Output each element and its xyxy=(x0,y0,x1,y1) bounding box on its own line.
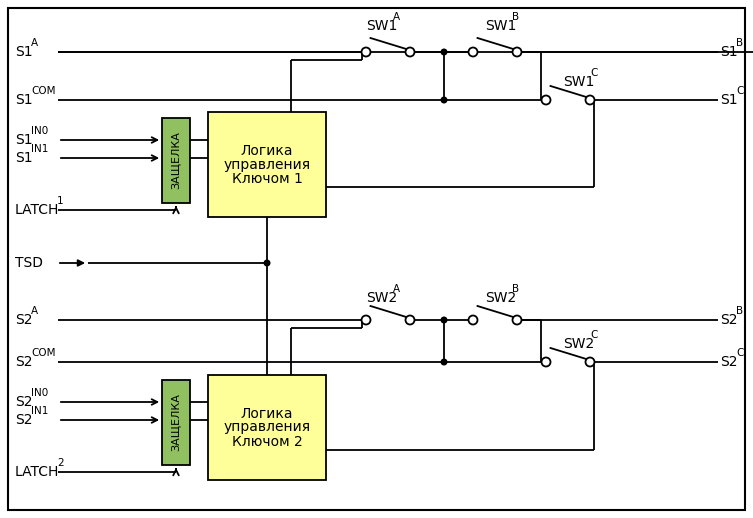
Text: S1: S1 xyxy=(15,151,32,165)
Text: ЗАЩЕЛКА: ЗАЩЕЛКА xyxy=(171,394,181,452)
Text: Ключом 1: Ключом 1 xyxy=(232,171,303,185)
Text: SW2: SW2 xyxy=(563,337,594,351)
Text: C: C xyxy=(590,330,597,340)
Text: A: A xyxy=(31,306,38,316)
Text: SW1: SW1 xyxy=(563,75,594,89)
Circle shape xyxy=(513,315,522,324)
Text: S1: S1 xyxy=(15,93,32,107)
Text: SW2: SW2 xyxy=(485,291,517,305)
Text: COM: COM xyxy=(31,86,56,96)
Text: S2: S2 xyxy=(15,395,32,409)
Circle shape xyxy=(586,357,595,367)
Text: C: C xyxy=(736,348,743,358)
Text: SW2: SW2 xyxy=(366,291,398,305)
Circle shape xyxy=(441,358,447,366)
Circle shape xyxy=(361,315,370,324)
Text: S1: S1 xyxy=(720,45,738,59)
FancyBboxPatch shape xyxy=(208,112,326,217)
Text: IN0: IN0 xyxy=(31,388,48,398)
Circle shape xyxy=(541,357,550,367)
FancyBboxPatch shape xyxy=(162,118,190,203)
Text: TSD: TSD xyxy=(15,256,43,270)
Circle shape xyxy=(406,315,414,324)
Text: COM: COM xyxy=(31,348,56,358)
Text: управления: управления xyxy=(224,421,310,435)
Circle shape xyxy=(361,48,370,56)
Text: S2: S2 xyxy=(720,355,737,369)
Text: S1: S1 xyxy=(15,133,32,147)
Circle shape xyxy=(441,49,447,55)
Circle shape xyxy=(468,48,477,56)
Text: A: A xyxy=(393,284,400,294)
Circle shape xyxy=(513,48,522,56)
Text: A: A xyxy=(393,12,400,22)
Text: B: B xyxy=(736,306,743,316)
Text: C: C xyxy=(736,86,743,96)
Text: LATCH: LATCH xyxy=(15,203,59,217)
Circle shape xyxy=(441,316,447,324)
Text: LATCH: LATCH xyxy=(15,465,59,479)
Text: Ключом 2: Ключом 2 xyxy=(232,435,303,449)
Text: IN1: IN1 xyxy=(31,406,48,416)
Circle shape xyxy=(541,95,550,105)
Text: B: B xyxy=(512,12,519,22)
Circle shape xyxy=(441,96,447,104)
Text: ЗАЩЕЛКА: ЗАЩЕЛКА xyxy=(171,132,181,190)
Text: S1: S1 xyxy=(720,93,738,107)
Text: IN1: IN1 xyxy=(31,144,48,154)
Text: S2: S2 xyxy=(720,313,737,327)
Text: 2: 2 xyxy=(57,458,63,468)
Circle shape xyxy=(264,260,270,266)
Text: C: C xyxy=(590,68,597,78)
Circle shape xyxy=(406,48,414,56)
Text: S1: S1 xyxy=(15,45,32,59)
Text: S2: S2 xyxy=(15,313,32,327)
FancyBboxPatch shape xyxy=(208,375,326,480)
Text: IN0: IN0 xyxy=(31,126,48,136)
Text: A: A xyxy=(31,38,38,48)
Text: B: B xyxy=(512,284,519,294)
Text: Логика: Логика xyxy=(241,407,293,421)
Text: управления: управления xyxy=(224,157,310,171)
Text: SW1: SW1 xyxy=(366,19,398,33)
Circle shape xyxy=(468,315,477,324)
Text: S2: S2 xyxy=(15,413,32,427)
Text: Логика: Логика xyxy=(241,143,293,157)
Text: SW1: SW1 xyxy=(485,19,517,33)
FancyBboxPatch shape xyxy=(162,380,190,465)
Text: B: B xyxy=(736,38,743,48)
Text: 1: 1 xyxy=(57,196,63,206)
Circle shape xyxy=(586,95,595,105)
Text: S2: S2 xyxy=(15,355,32,369)
